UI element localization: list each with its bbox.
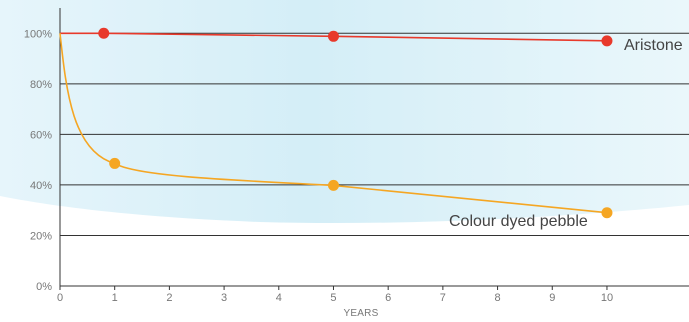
data-point-colour-dyed-pebble: [109, 157, 121, 169]
x-tick-label: 6: [385, 292, 391, 304]
x-tick-label: 4: [276, 292, 282, 304]
series-label-colour-dyed-pebble: Colour dyed pebble: [449, 213, 588, 230]
x-tick-label: 5: [330, 292, 336, 304]
x-tick-label: 9: [549, 292, 555, 304]
data-point-colour-dyed-pebble: [601, 207, 613, 219]
y-tick-label: 20%: [30, 230, 52, 242]
x-tick-labels: 0 1 2 3 4 5 6 7 8 9 10: [57, 292, 613, 304]
data-point-aristone: [601, 35, 613, 47]
x-tick-label: 1: [112, 292, 118, 304]
series-points: [98, 27, 613, 219]
x-tick-label: 7: [440, 292, 446, 304]
background-wave: [0, 0, 689, 224]
y-tick-label: 60%: [30, 129, 52, 141]
x-tick-label: 0: [57, 292, 63, 304]
x-tick-label: 10: [601, 292, 613, 304]
data-point-aristone: [98, 27, 110, 39]
y-tick-label: 0%: [36, 281, 52, 293]
series-line-aristone: [60, 32, 607, 42]
data-point-aristone: [327, 30, 339, 42]
data-point-colour-dyed-pebble: [327, 179, 339, 191]
y-tick-label: 80%: [30, 79, 52, 91]
y-tick-labels: 0% 20% 40% 60% 80% 100%: [24, 28, 52, 293]
gridlines: [60, 32, 689, 236]
y-tick-label: 100%: [24, 28, 52, 40]
axes: [59, 8, 689, 290]
series-label-aristone: Aristone: [624, 37, 683, 54]
x-tick-label: 2: [166, 292, 172, 304]
x-tick-label: 3: [221, 292, 227, 304]
y-tick-label: 40%: [30, 180, 52, 192]
x-tick-label: 8: [495, 292, 501, 304]
x-axis-label: YEARS: [344, 308, 379, 319]
